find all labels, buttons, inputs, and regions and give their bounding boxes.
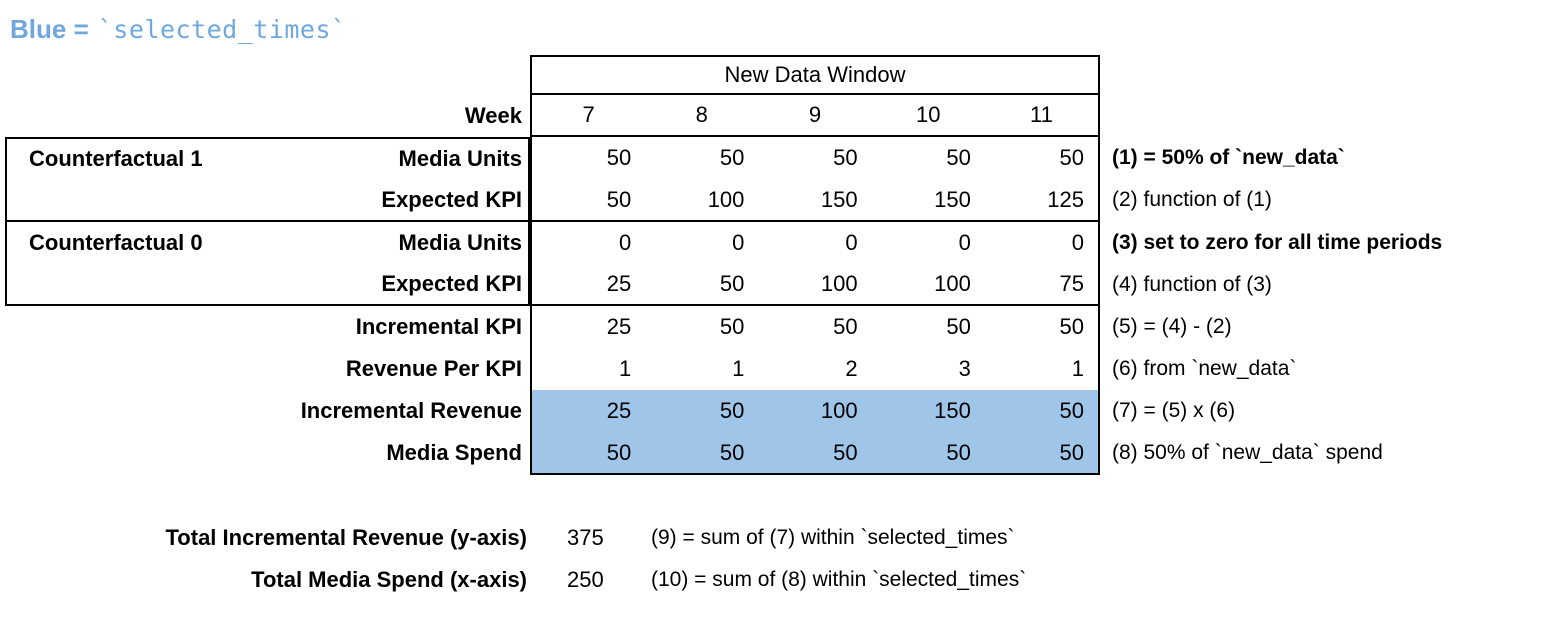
week-header-cell: 11 [1029, 102, 1053, 127]
table-cell: 1 [732, 356, 745, 381]
table-cell: 25 [606, 271, 632, 296]
table-cell: 50 [606, 145, 632, 170]
table-row-incremental-kpi: 25 50 50 50 50 [532, 306, 1098, 348]
table-cell: 75 [1059, 271, 1085, 296]
table-cell: 2 [845, 356, 858, 381]
row-label-media-units-1: Media Units [398, 146, 522, 172]
table-cell: 50 [606, 439, 632, 465]
table-cell: 50 [833, 439, 858, 465]
legend-color-word: Blue = [10, 14, 89, 44]
table-cell: 1 [1071, 356, 1085, 381]
week-header-cell: 8 [695, 102, 708, 127]
week-header-cell: 7 [582, 102, 595, 127]
table-cell: 0 [732, 230, 745, 255]
row-label-media-units-0: Media Units [398, 229, 522, 255]
table-row-expected-kpi-0: 25 50 100 100 75 [532, 264, 1098, 306]
table-cell: 50 [1059, 145, 1085, 170]
table-cell: 50 [946, 314, 971, 339]
table-row-media-units-1: 50 50 50 50 50 [532, 137, 1098, 179]
totals-value-incremental-revenue: 375 [567, 525, 604, 550]
totals-row-media-spend: Total Media Spend (x-axis) 250 (10) = su… [0, 559, 1544, 601]
week-header-cell: 9 [808, 102, 822, 127]
table-cell: 50 [1059, 314, 1085, 339]
table-cell: 25 [606, 398, 632, 423]
row-note-2: (2) function of (1) [1112, 188, 1272, 211]
table-cell: 50 [719, 271, 745, 296]
totals-label-incremental-revenue: Total Incremental Revenue (y-axis) [165, 525, 528, 550]
table-cell: 150 [934, 398, 971, 423]
row-label-media-spend: Media Spend [386, 439, 522, 465]
table-cell: 125 [1047, 186, 1085, 212]
table-cell: 50 [719, 439, 745, 465]
table-row-media-spend-highlighted: 50 50 50 50 50 [532, 432, 1098, 473]
counterfactual-data-table: New Data Window 7 8 9 10 11 50 50 50 50 … [530, 55, 1100, 475]
totals-label-media-spend: Total Media Spend (x-axis) [251, 567, 527, 592]
row-label-expected-kpi-1: Expected KPI [381, 186, 522, 212]
table-cell: 0 [958, 230, 971, 255]
row-note-3: (3) set to zero for all time periods [1112, 231, 1443, 254]
table-cell: 150 [820, 186, 858, 212]
table-cell: 50 [1059, 439, 1085, 465]
table-row-incremental-revenue-highlighted: 25 50 100 150 50 [532, 390, 1098, 432]
table-cell: 50 [946, 439, 971, 465]
table-cell: 3 [958, 356, 971, 381]
counterfactual-groups-box: Counterfactual 1 Media Units Expected KP… [5, 137, 530, 306]
group-label-counterfactual-1: Counterfactual 1 [29, 146, 203, 172]
table-row-revenue-per-kpi: 1 1 2 3 1 [532, 348, 1098, 390]
group-label-counterfactual-0: Counterfactual 0 [29, 229, 203, 255]
totals-note-10: (10) = sum of (8) within `selected_times… [651, 568, 1027, 591]
table-cell: 50 [719, 145, 745, 170]
table-row-media-units-0: 0 0 0 0 0 [532, 222, 1098, 264]
table-cell: 1 [618, 356, 632, 381]
row-note-1: (1) = 50% of `new_data` [1112, 146, 1345, 169]
table-cell: 0 [618, 230, 632, 255]
table-row-expected-kpi-1: 50 100 150 150 125 [532, 179, 1098, 222]
week-header-row: 7 8 9 10 11 [532, 95, 1098, 137]
row-note-6: (6) from `new_data` [1112, 357, 1297, 380]
counterfactual-0-section: Counterfactual 0 Media Units Expected KP… [7, 222, 528, 304]
table-cell: 50 [833, 314, 858, 339]
table-cell: 100 [934, 271, 971, 296]
table-cell: 50 [606, 186, 632, 212]
week-header-cell: 10 [915, 102, 941, 127]
table-cell: 50 [719, 314, 745, 339]
table-cell: 100 [820, 271, 858, 296]
totals-row-incremental-revenue: Total Incremental Revenue (y-axis) 375 (… [0, 517, 1544, 559]
row-label-incremental-revenue: Incremental Revenue [300, 398, 522, 423]
table-cell: 0 [1071, 230, 1085, 255]
row-note-5: (5) = (4) - (2) [1112, 315, 1232, 338]
table-cell: 0 [845, 230, 858, 255]
row-note-8: (8) 50% of `new_data` spend [1112, 441, 1383, 464]
table-cell: 50 [719, 398, 745, 423]
new-data-window-header: New Data Window [724, 62, 906, 87]
totals-value-media-spend: 250 [567, 567, 604, 592]
counterfactual-1-section: Counterfactual 1 Media Units Expected KP… [7, 139, 528, 222]
row-note-4: (4) function of (3) [1112, 273, 1272, 296]
row-label-expected-kpi-0: Expected KPI [381, 270, 522, 296]
table-cell: 50 [946, 145, 971, 170]
table-cell: 50 [1059, 398, 1085, 423]
row-label-incremental-kpi: Incremental KPI [355, 314, 522, 339]
table-cell: 100 [820, 398, 858, 423]
legend-code-selected-times: `selected_times` [97, 15, 347, 44]
table-cell: 25 [606, 314, 632, 339]
week-axis-label: Week [464, 103, 522, 128]
table-header-row: New Data Window [532, 57, 1098, 95]
row-note-7: (7) = (5) x (6) [1112, 399, 1236, 422]
totals-note-9: (9) = sum of (7) within `selected_times` [651, 526, 1015, 549]
legend-note: Blue = `selected_times` [10, 14, 347, 45]
row-label-revenue-per-kpi: Revenue Per KPI [345, 356, 522, 381]
table-cell: 100 [707, 186, 745, 212]
table-cell: 150 [934, 186, 971, 212]
table-cell: 50 [833, 145, 858, 170]
